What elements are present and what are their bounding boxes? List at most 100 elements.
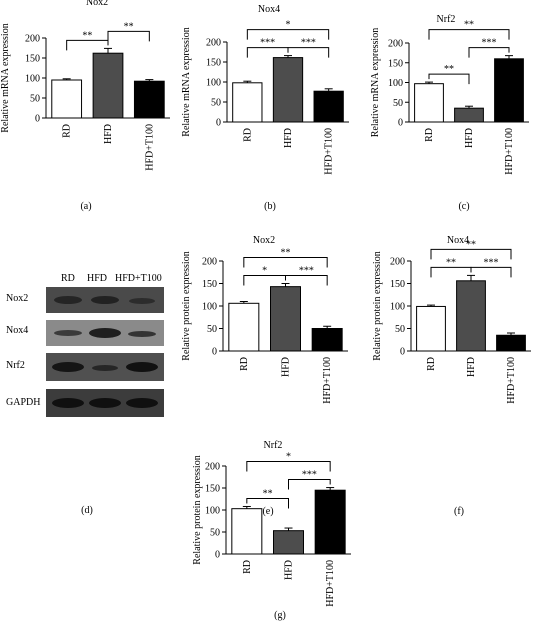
y-tick-label: 50 xyxy=(395,324,405,335)
blot-row-label-nox4: Nox4 xyxy=(6,325,28,336)
x-tick-label: RD xyxy=(242,560,253,574)
significance-bracket xyxy=(285,275,328,286)
blot-band xyxy=(128,331,156,337)
panel-label-c: (c) xyxy=(458,201,469,212)
y-axis-label: Relative protein expression xyxy=(181,251,192,360)
y-tick-label: 0 xyxy=(216,118,221,129)
chart-title: Nox2 xyxy=(86,0,108,8)
bar-a-2 xyxy=(133,80,165,119)
chart-title: Nrf2 xyxy=(264,440,283,451)
y-tick-label: 150 xyxy=(206,58,221,69)
y-tick-label: 100 xyxy=(388,78,403,89)
y-tick-label: 150 xyxy=(25,54,40,65)
y-tick-label: 150 xyxy=(202,279,217,290)
significance-bracket xyxy=(107,30,150,42)
y-axis-label: Relative mRNA expression xyxy=(181,27,192,136)
x-tick-label: HFD xyxy=(466,357,477,377)
significance-label: ** xyxy=(444,64,454,75)
y-tick-label: 200 xyxy=(202,257,217,268)
x-tick-label: RD xyxy=(426,357,437,371)
significance-label: ** xyxy=(464,20,474,31)
chart-a: Nox2 Relative mRNA expression 0 50 100 150 200… xyxy=(0,0,170,212)
bar-c-1 xyxy=(454,107,484,123)
chart-c: Nrf2 Relative mRNA expression 0 50 100 150 200… xyxy=(370,14,529,212)
chart-title: Nox4 xyxy=(447,235,469,246)
y-tick-label: 0 xyxy=(212,347,217,358)
x-tick-label: HFD+T100 xyxy=(322,357,333,404)
western-blot-panel: RD HFD HFD+T100 Nox2 Nox4 Nrf2 GAPDH (d) xyxy=(6,273,164,516)
blot-lane-label-rd: RD xyxy=(61,273,75,284)
bar-a-1 xyxy=(92,52,124,119)
chart-title: Nrf2 xyxy=(437,14,456,25)
x-tick-label: HFD xyxy=(283,128,294,148)
blot-band xyxy=(52,398,84,408)
blot-band xyxy=(91,296,119,304)
bar-c-0 xyxy=(414,83,444,123)
blot-row-label-gapdh: GAPDH xyxy=(6,397,40,408)
x-tick-label: HFD xyxy=(464,128,475,148)
blot-band xyxy=(89,398,121,408)
significance-bracket xyxy=(66,39,109,51)
significance-label: ** xyxy=(281,248,291,259)
y-axis-label: Relative protein expression xyxy=(192,455,203,564)
panel-label-f: (f) xyxy=(454,506,464,517)
significance-bracket xyxy=(428,73,470,85)
x-tick-label: HFD+T100 xyxy=(506,357,517,404)
chart-b: Nox4 Relative mRNA expression 0 50 100 150 200… xyxy=(181,4,349,212)
blot-band xyxy=(129,298,155,304)
bar-e-1 xyxy=(270,286,301,352)
x-tick-label: HFD+T100 xyxy=(504,128,515,175)
y-axis-label: Relative mRNA expression xyxy=(370,28,381,137)
y-tick-label: 100 xyxy=(205,506,220,517)
blot-band xyxy=(54,296,82,304)
significance-label: *** xyxy=(302,470,317,481)
y-tick-label: 200 xyxy=(25,34,40,45)
y-tick-label: 50 xyxy=(210,528,220,539)
x-tick-label: RD xyxy=(242,128,253,142)
chart-title: Nox2 xyxy=(253,235,275,246)
significance-label: *** xyxy=(482,38,497,49)
significance-bracket xyxy=(246,47,289,58)
charts-group: Nox2 Relative mRNA expression 0 50 100 150 200… xyxy=(0,0,531,621)
panel-label-b: (b) xyxy=(264,201,276,212)
panel-label-g: (g) xyxy=(274,610,286,621)
significance-bracket xyxy=(243,257,328,268)
x-tick-label: RD xyxy=(62,124,73,138)
y-tick-label: 0 xyxy=(35,114,40,125)
significance-label: ** xyxy=(263,488,273,499)
blot-band xyxy=(126,398,158,408)
bar-g-1 xyxy=(273,530,304,555)
y-tick-label: 200 xyxy=(390,257,405,268)
y-tick-label: 200 xyxy=(206,38,221,49)
chart-e: Nox2 Relative protein expression 0 50 100 150… xyxy=(181,235,348,517)
significance-label: ** xyxy=(446,257,456,268)
y-tick-label: 100 xyxy=(202,302,217,313)
bar-f-0 xyxy=(416,305,446,352)
bar-b-1 xyxy=(272,57,304,123)
significance-label: ** xyxy=(466,239,476,250)
chart-f: Nox4 Relative protein expression 0 50 100 150… xyxy=(372,235,531,517)
y-tick-label: 150 xyxy=(388,58,403,69)
blot-band xyxy=(54,330,82,336)
significance-bracket xyxy=(430,248,512,260)
bar-f-2 xyxy=(496,334,526,352)
blot-row-label-nrf2: Nrf2 xyxy=(6,360,25,371)
panel-label-e: (e) xyxy=(262,506,273,517)
significance-bracket xyxy=(243,275,286,286)
significance-label: *** xyxy=(260,38,275,49)
x-tick-label: HFD+T100 xyxy=(325,560,336,607)
significance-label: ** xyxy=(82,30,92,41)
bar-b-0 xyxy=(232,82,263,123)
bar-f-1 xyxy=(456,280,486,352)
x-tick-label: HFD+T100 xyxy=(144,124,155,171)
bar-e-0 xyxy=(228,302,260,352)
x-tick-label: RD xyxy=(424,128,435,142)
y-tick-label: 50 xyxy=(30,94,40,105)
bar-g-2 xyxy=(314,489,346,555)
y-tick-label: 50 xyxy=(393,98,403,109)
significance-bracket xyxy=(470,266,512,278)
y-tick-label: 200 xyxy=(205,462,220,473)
blot-band xyxy=(89,328,121,338)
x-tick-label: RD xyxy=(239,357,250,371)
x-tick-label: HFD xyxy=(284,560,295,580)
